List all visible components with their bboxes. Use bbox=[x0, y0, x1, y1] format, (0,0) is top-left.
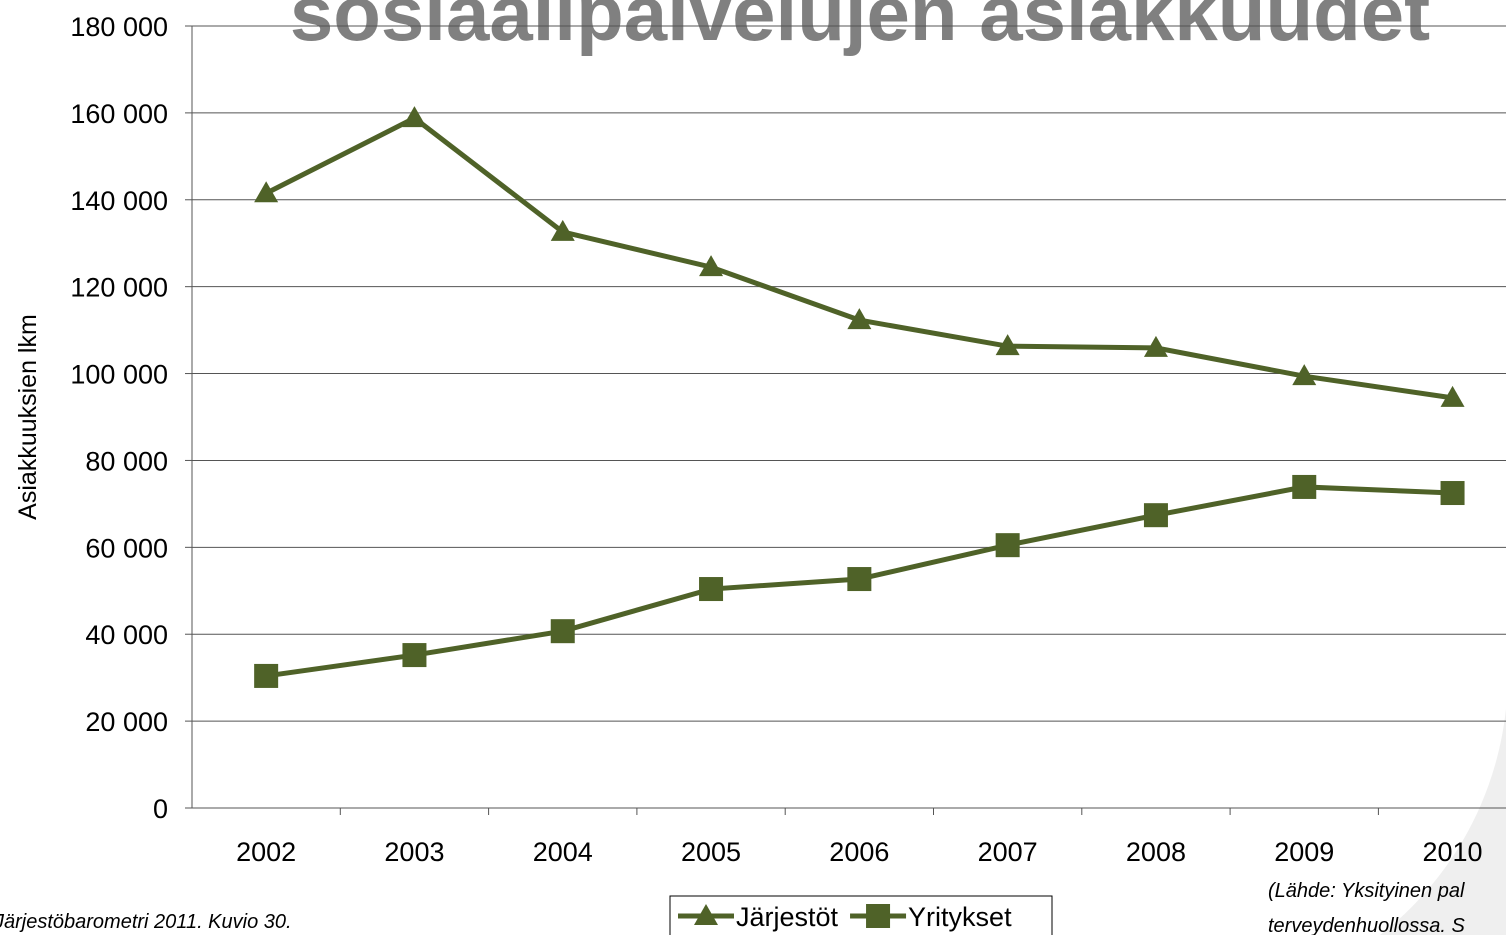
marker bbox=[1440, 481, 1465, 506]
x-tick-label: 2005 bbox=[681, 837, 741, 867]
marker bbox=[847, 567, 872, 592]
footnote: terveydenhuollossa. S bbox=[1268, 915, 1465, 935]
marker bbox=[1292, 364, 1317, 386]
marker bbox=[550, 619, 575, 644]
y-tick-label: 20 000 bbox=[85, 707, 168, 737]
legend-label: Yritykset bbox=[908, 902, 1012, 932]
y-tick-label: 40 000 bbox=[85, 620, 168, 650]
marker bbox=[254, 663, 279, 688]
marker bbox=[699, 255, 724, 277]
decoration bbox=[1380, 640, 1506, 935]
legend: Järjestöt Yritykset bbox=[669, 895, 1053, 935]
y-tick-label: 140 000 bbox=[70, 186, 168, 216]
marker bbox=[1440, 385, 1465, 407]
y-tick-label: 60 000 bbox=[85, 533, 168, 563]
legend-label: Järjestöt bbox=[736, 902, 839, 932]
marker bbox=[694, 904, 718, 925]
marker bbox=[847, 308, 872, 330]
marker bbox=[1143, 503, 1168, 528]
x-tick-label: 2006 bbox=[829, 837, 889, 867]
x-tick-label: 2003 bbox=[384, 837, 444, 867]
y-tick-label: 120 000 bbox=[70, 273, 168, 303]
y-tick-label: 180 000 bbox=[70, 12, 168, 42]
chart-title: sosiaalipalvelujen asiakkuudet bbox=[290, 0, 1430, 57]
marker bbox=[1143, 335, 1168, 357]
y-tick-label: 0 bbox=[153, 794, 168, 824]
x-tick-label: 2004 bbox=[533, 837, 593, 867]
marker bbox=[699, 577, 724, 602]
y-tick-label: 80 000 bbox=[85, 446, 168, 476]
y-tick-label: 160 000 bbox=[70, 99, 168, 129]
footnote: Järjestöbarometri 2011. Kuvio 30. bbox=[0, 911, 292, 933]
marker bbox=[995, 334, 1020, 356]
marker bbox=[402, 643, 427, 668]
x-tick-label: 2009 bbox=[1274, 837, 1334, 867]
marker bbox=[1292, 474, 1317, 499]
footnote: (Lähde: Yksityinen pal bbox=[1268, 880, 1465, 902]
marker bbox=[402, 106, 427, 128]
marker bbox=[254, 181, 279, 203]
marker bbox=[550, 219, 575, 241]
x-tick-label: 2002 bbox=[236, 837, 296, 867]
marker bbox=[995, 533, 1020, 558]
y-tick-label: 100 000 bbox=[70, 360, 168, 390]
y-axis-label: Asiakkuuksien lkm bbox=[14, 314, 42, 520]
marker bbox=[866, 904, 891, 928]
x-tick-label: 2010 bbox=[1423, 837, 1483, 867]
series-line bbox=[265, 115, 1453, 401]
x-tick-label: 2008 bbox=[1126, 837, 1186, 867]
x-tick-label: 2007 bbox=[978, 837, 1038, 867]
